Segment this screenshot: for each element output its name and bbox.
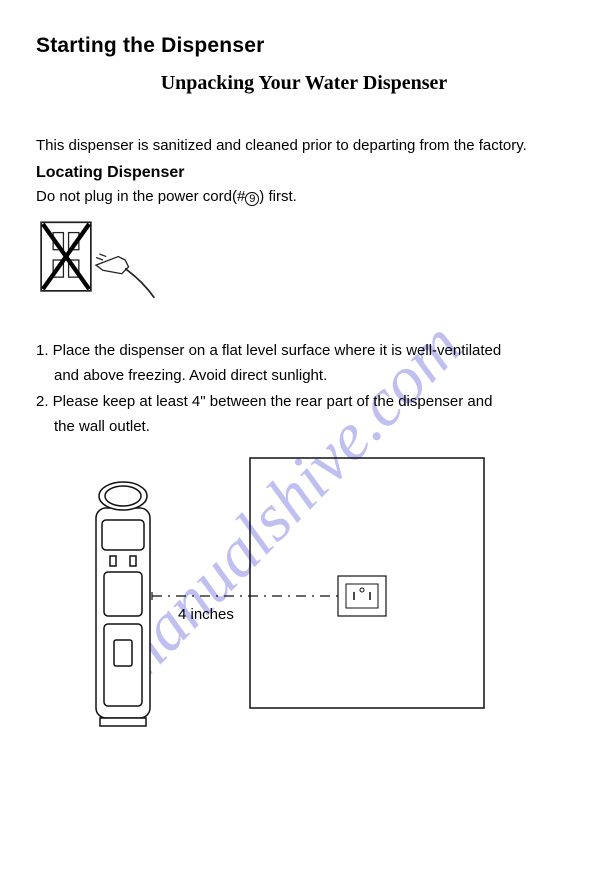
locating-text-prefix: Do not plug in the power cord(# <box>36 188 245 205</box>
locating-heading: Locating Dispenser <box>36 164 572 182</box>
part-number-9: 9 <box>245 192 259 206</box>
step-1-line2: and above freezing. Avoid direct sunligh… <box>36 364 572 387</box>
locating-text: Do not plug in the power cord(#9) first. <box>36 186 572 207</box>
figure-no-plug <box>36 215 156 305</box>
page-subtitle: Unpacking Your Water Dispenser <box>36 72 572 95</box>
intro-text: This dispenser is sanitized and cleaned … <box>36 135 572 156</box>
page-title: Starting the Dispenser <box>36 34 572 58</box>
distance-label: 4 inches <box>178 606 234 623</box>
locating-text-suffix: ) first. <box>259 188 297 205</box>
figure-distance: 4 inches <box>40 448 500 748</box>
step-2-line2: the wall outlet. <box>36 415 572 438</box>
step-2-line1: 2. Please keep at least 4" between the r… <box>36 390 572 413</box>
step-1-line1: 1. Place the dispenser on a flat level s… <box>36 339 572 362</box>
